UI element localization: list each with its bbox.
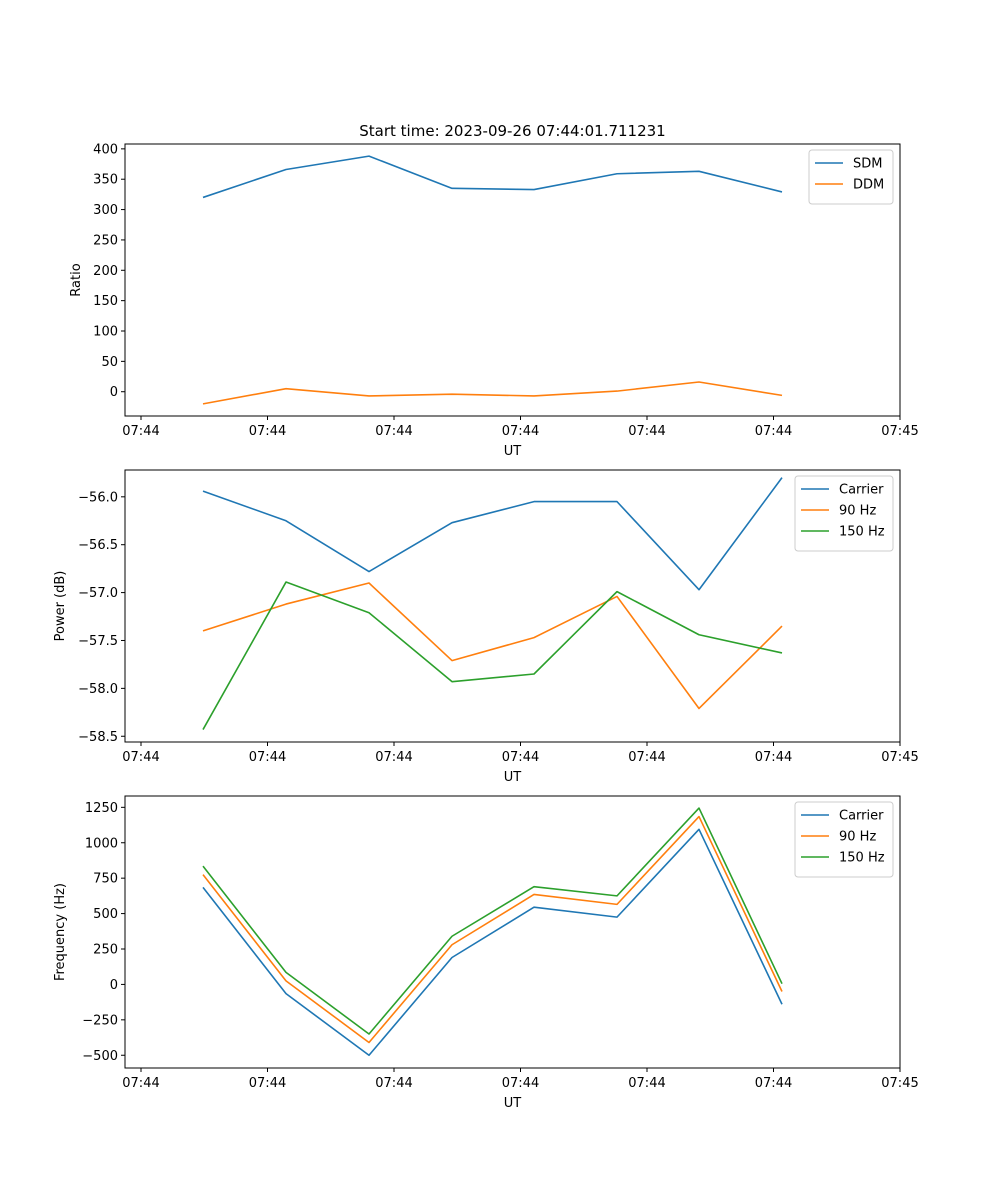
series-line-90-hz [202, 815, 783, 1044]
legend-label: 90 Hz [839, 504, 876, 519]
legend-box [794, 475, 894, 552]
figure-title: Start time: 2023-09-26 07:44:01.711231 [359, 122, 665, 140]
plot-frame [124, 795, 901, 1069]
series-line-90-hz [202, 582, 783, 710]
x-tick-label: 07:44 [375, 750, 412, 765]
x-tick-label: 07:44 [502, 424, 539, 439]
legend-label: Carrier [839, 483, 884, 498]
y-axis-label: Ratio [69, 263, 84, 296]
y-tick-label: 750 [93, 872, 118, 887]
legend-label: 150 Hz [839, 525, 885, 540]
legend-label: SDM [853, 157, 882, 172]
series-line-carrier [202, 477, 783, 591]
y-tick-label: −57.0 [78, 586, 118, 601]
x-tick-label: 07:44 [755, 750, 792, 765]
y-tick-label: −56.0 [78, 490, 118, 505]
x-tick-label: 07:44 [249, 424, 286, 439]
chart-panel-1: 07:44 07:44 07:44 07:44 07:44 07:44 07:45 0 50 10… [69, 142, 919, 459]
x-tick-label: 07:45 [881, 750, 918, 765]
x-tick-label: 07:44 [628, 750, 665, 765]
y-tick-label: 0 [110, 978, 118, 993]
y-tick-label: 1000 [85, 836, 118, 851]
x-tick-label: 07:44 [375, 424, 412, 439]
x-tick-label: 07:44 [122, 424, 159, 439]
plot-frame [124, 143, 901, 417]
x-axis-label: UT [504, 444, 522, 459]
x-axis-label: UT [504, 770, 522, 785]
chart-panel-2: 07:44 07:44 07:44 07:44 07:44 07:44 07:45 −58.5… [53, 469, 919, 785]
y-tick-label: −58.5 [78, 730, 118, 745]
x-tick-label: 07:44 [502, 1076, 539, 1091]
x-tick-label: 07:44 [122, 750, 159, 765]
y-tick-label: −500 [82, 1049, 118, 1064]
y-tick-label: 350 [93, 173, 118, 188]
y-axis-label: Frequency (Hz) [53, 883, 68, 981]
legend: Carrier 90 Hz 150 Hz [794, 801, 894, 878]
y-tick-label: −56.5 [78, 538, 118, 553]
series-line-ddm [202, 381, 783, 405]
x-tick-label: 07:44 [755, 1076, 792, 1091]
x-tick-label: 07:44 [755, 424, 792, 439]
x-tick-label: 07:44 [628, 424, 665, 439]
y-tick-label: −250 [82, 1013, 118, 1028]
series-line-150-hz [202, 581, 783, 730]
y-tick-label: 300 [93, 203, 118, 218]
legend-label: 90 Hz [839, 830, 876, 845]
legend: SDM DDM [808, 149, 894, 205]
legend-label: Carrier [839, 809, 884, 824]
x-tick-label: 07:44 [628, 1076, 665, 1091]
y-tick-label: 250 [93, 943, 118, 958]
y-tick-label: 150 [93, 294, 118, 309]
x-tick-label: 07:44 [122, 1076, 159, 1091]
y-tick-label: 400 [93, 142, 118, 157]
y-tick-label: −57.5 [78, 634, 118, 649]
y-tick-label: 100 [93, 325, 118, 340]
x-axis-label: UT [504, 1096, 522, 1111]
y-tick-label: 50 [101, 355, 118, 370]
series-line-150-hz [202, 807, 783, 1035]
y-tick-label: 250 [93, 233, 118, 248]
x-tick-label: 07:44 [249, 1076, 286, 1091]
legend-label: 150 Hz [839, 851, 885, 866]
plot-frame [124, 469, 901, 743]
legend-label: DDM [853, 178, 884, 193]
y-tick-label: 500 [93, 907, 118, 922]
series-line-carrier [202, 828, 783, 1057]
y-tick-label: 200 [93, 264, 118, 279]
chart-panel-3: 07:44 07:44 07:44 07:44 07:44 07:44 07:45 −500 −… [53, 795, 919, 1111]
x-tick-label: 07:44 [249, 750, 286, 765]
y-tick-label: 1250 [85, 801, 118, 816]
legend: Carrier 90 Hz 150 Hz [794, 475, 894, 552]
y-tick-label: 0 [110, 385, 118, 400]
x-tick-label: 07:44 [375, 1076, 412, 1091]
x-tick-label: 07:44 [502, 750, 539, 765]
x-tick-label: 07:45 [881, 424, 918, 439]
series-line-sdm [202, 155, 783, 199]
y-axis-label: Power (dB) [53, 571, 68, 642]
y-tick-label: −58.0 [78, 682, 118, 697]
x-tick-label: 07:45 [881, 1076, 918, 1091]
legend-box [794, 801, 894, 878]
